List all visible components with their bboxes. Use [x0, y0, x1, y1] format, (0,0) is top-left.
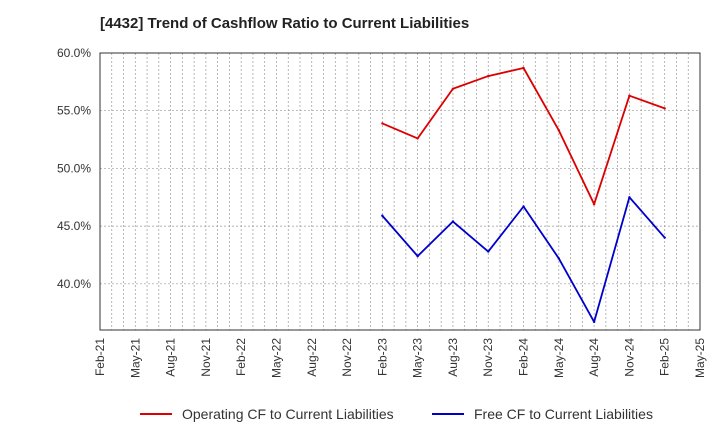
data-point	[487, 250, 490, 253]
y-tick-label: 50.0%	[57, 161, 91, 175]
x-tick-label: Feb-21	[93, 338, 107, 376]
data-point	[592, 202, 596, 206]
x-tick-label: Nov-22	[340, 338, 354, 377]
x-tick-label: Feb-24	[517, 338, 531, 376]
x-tick-label: May-25	[693, 338, 707, 378]
x-tick-label: Feb-25	[658, 338, 672, 376]
data-point	[628, 94, 631, 97]
data-point	[451, 220, 455, 223]
x-tick-label: May-23	[411, 338, 425, 378]
data-point	[522, 205, 525, 208]
x-tick-label: Aug-23	[446, 338, 460, 377]
x-tick-label: May-24	[552, 338, 566, 378]
x-tick-label: Feb-22	[234, 338, 248, 376]
data-point	[381, 122, 384, 125]
x-tick-label: Aug-22	[305, 338, 319, 377]
y-tick-label: 45.0%	[57, 219, 91, 233]
data-point	[557, 129, 561, 132]
data-point	[663, 236, 666, 239]
series-lines	[381, 66, 666, 324]
series-line-2	[381, 196, 666, 323]
data-point	[592, 320, 596, 324]
x-tick-label: Nov-24	[622, 338, 636, 377]
x-tick-label: May-22	[269, 338, 283, 378]
x-tick-label: Nov-21	[199, 338, 213, 377]
legend-label-1: Operating CF to Current Liabilities	[182, 406, 394, 422]
data-point	[416, 254, 419, 258]
data-point	[522, 66, 525, 70]
legend-label-2: Free CF to Current Liabilities	[474, 406, 653, 422]
x-tick-label: Feb-23	[375, 338, 389, 376]
data-point	[381, 214, 384, 217]
data-point	[663, 107, 666, 110]
x-tick-label: May-21	[128, 338, 142, 378]
y-tick-label: 60.0%	[57, 46, 91, 60]
data-point	[557, 257, 561, 260]
x-axis-tick-labels: Feb-21 May-21 Aug-21 Nov-21 Feb-22 May-22 Aug-…	[93, 338, 707, 378]
data-point	[487, 74, 490, 78]
x-tick-label: Aug-24	[587, 338, 601, 377]
x-tick-label: Nov-23	[481, 338, 495, 377]
series-line-1	[381, 67, 666, 206]
legend: Operating CF to Current Liabilities Free …	[140, 406, 653, 422]
y-tick-label: 55.0%	[57, 104, 91, 118]
data-point	[451, 87, 455, 90]
data-point	[628, 196, 631, 199]
y-tick-label: 40.0%	[57, 277, 91, 291]
plot-area-frame	[99, 52, 701, 331]
y-axis-tick-labels: 40.0% 45.0% 50.0% 55.0% 60.0%	[57, 46, 91, 291]
chart-title: [4432] Trend of Cashflow Ratio to Curren…	[100, 15, 470, 32]
x-tick-label: Aug-21	[164, 338, 178, 377]
data-point	[416, 137, 419, 140]
grid-lines	[100, 53, 700, 330]
